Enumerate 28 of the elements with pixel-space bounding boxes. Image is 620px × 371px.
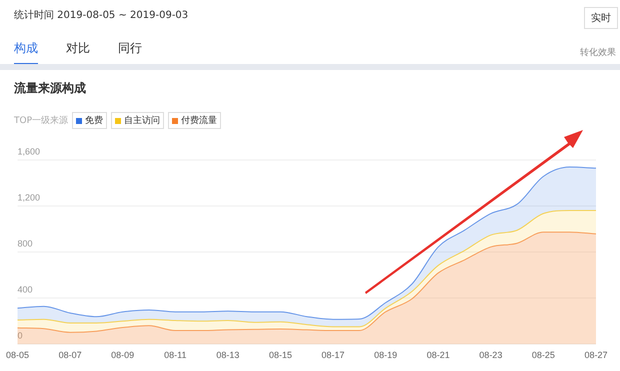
x-tick-label: 08-19 <box>374 350 398 360</box>
text: 构成 <box>14 40 38 65</box>
y-tick-label: 1,600 <box>18 146 40 156</box>
text: 对比 <box>66 40 90 57</box>
text: 实时 <box>584 7 618 29</box>
y-tick-label: 1,200 <box>18 192 40 203</box>
x-tick-label: 08-27 <box>584 350 608 360</box>
chart-subtitle: 统计时间 2019-08-05 ~ 2019-09-03 <box>14 8 188 22</box>
x-tick-label: 08-21 <box>426 350 450 360</box>
chart-title: 流量来源构成 <box>14 80 86 97</box>
legend-title: TOP一级来源 <box>14 116 68 126</box>
legend-label: 自主访问 <box>111 112 164 129</box>
legend-label: 免费 <box>72 112 108 129</box>
x-tick-label: 08-17 <box>322 350 345 360</box>
x-tick-label: 08-23 <box>479 350 502 360</box>
y-tick-label: 0 <box>18 330 23 341</box>
x-tick-label: 08-13 <box>216 350 240 360</box>
x-tick-label: 08-09 <box>111 350 134 360</box>
legend-label: 付费流量 <box>168 112 222 129</box>
y-tick-label: 800 <box>18 238 33 249</box>
x-tick-label: 08-25 <box>532 350 555 360</box>
text: 转化效果 <box>580 46 616 59</box>
text: 同行 <box>118 40 142 57</box>
x-tick-label: 08-11 <box>164 350 186 360</box>
x-tick-label: 08-07 <box>58 350 82 360</box>
x-tick-label: 08-15 <box>268 350 292 360</box>
x-tick-label: 08-05 <box>6 350 30 360</box>
y-tick-label: 400 <box>18 284 33 295</box>
